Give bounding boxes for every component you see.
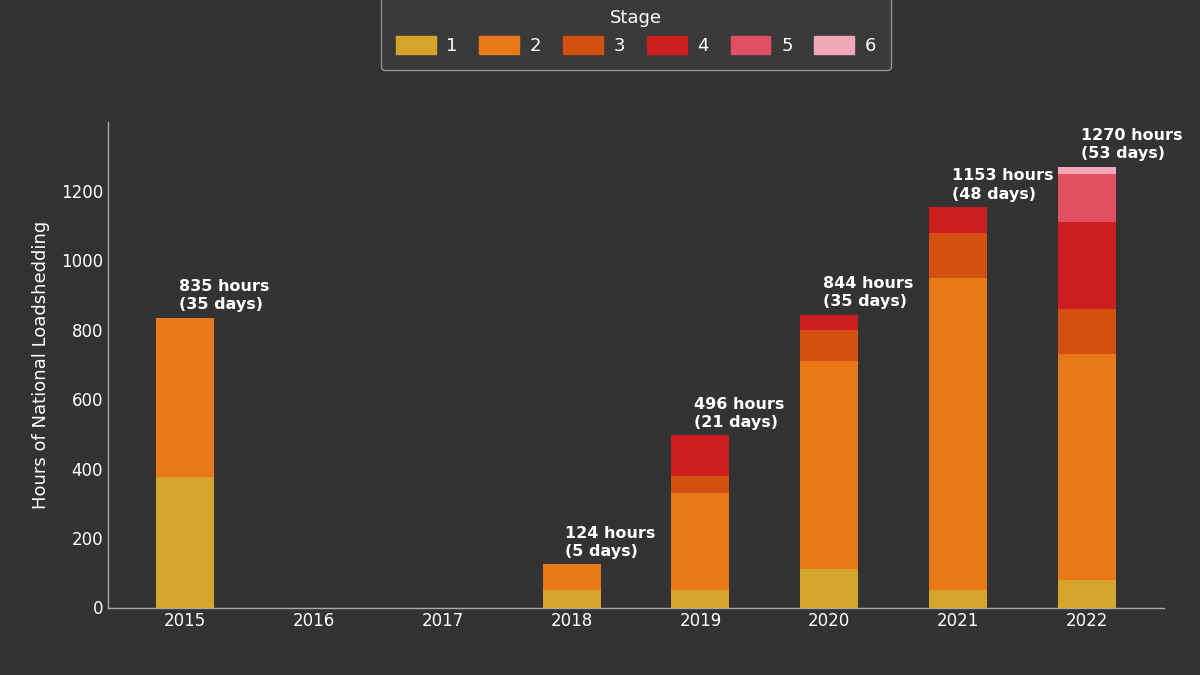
Bar bbox=[800, 330, 858, 361]
Bar bbox=[156, 477, 214, 608]
Bar bbox=[156, 318, 214, 477]
Text: 1153 hours
(48 days): 1153 hours (48 days) bbox=[952, 169, 1054, 202]
Bar bbox=[800, 315, 858, 330]
Bar bbox=[1058, 580, 1116, 608]
Bar bbox=[800, 569, 858, 608]
Bar bbox=[672, 476, 730, 493]
Legend: 1, 2, 3, 4, 5, 6: 1, 2, 3, 4, 5, 6 bbox=[382, 0, 890, 70]
Text: 844 hours
(35 days): 844 hours (35 days) bbox=[823, 275, 913, 309]
Y-axis label: Hours of National Loadshedding: Hours of National Loadshedding bbox=[31, 220, 49, 509]
Bar bbox=[1058, 309, 1116, 354]
Bar bbox=[1058, 173, 1116, 222]
Bar bbox=[542, 590, 600, 608]
Bar bbox=[929, 277, 988, 590]
Bar bbox=[929, 590, 988, 608]
Bar bbox=[1058, 167, 1116, 173]
Bar bbox=[672, 435, 730, 476]
Text: 835 hours
(35 days): 835 hours (35 days) bbox=[179, 279, 269, 313]
Bar bbox=[800, 361, 858, 569]
Text: 496 hours
(21 days): 496 hours (21 days) bbox=[694, 396, 785, 430]
Bar bbox=[672, 590, 730, 608]
Bar bbox=[929, 207, 988, 233]
Text: 1270 hours
(53 days): 1270 hours (53 days) bbox=[1080, 128, 1182, 161]
Bar bbox=[1058, 354, 1116, 580]
Bar bbox=[929, 233, 988, 277]
Bar bbox=[672, 493, 730, 590]
Bar bbox=[542, 564, 600, 590]
Text: 124 hours
(5 days): 124 hours (5 days) bbox=[565, 526, 655, 560]
Bar bbox=[1058, 222, 1116, 309]
